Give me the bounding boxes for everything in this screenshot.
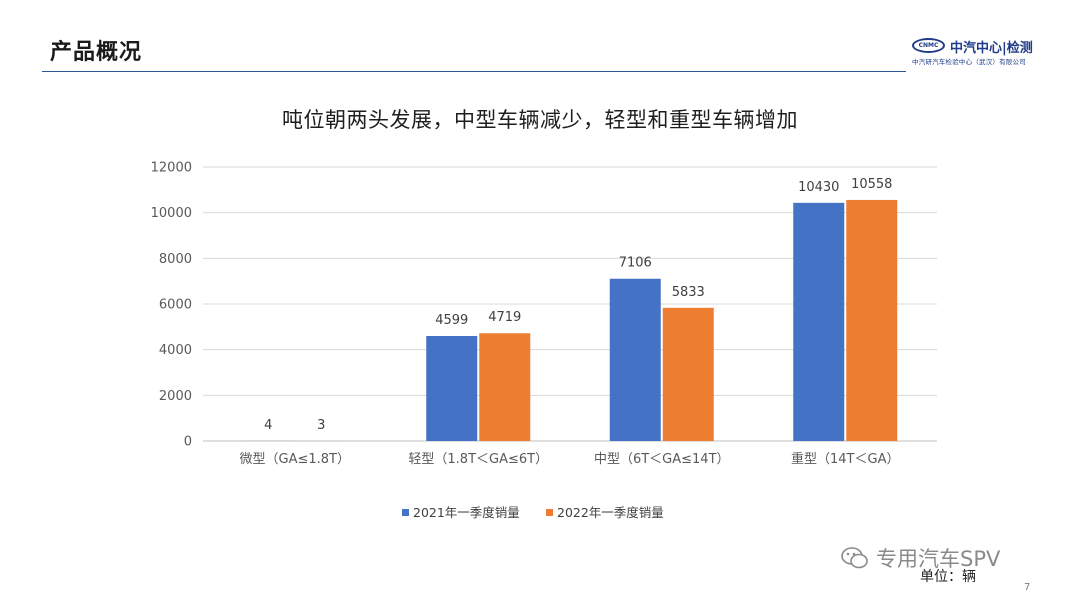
y-tick-label: 6000 [159, 298, 192, 313]
legend-swatch [402, 509, 409, 516]
logo-subtitle: 中汽研汽车检验中心（武汉）有限公司 [912, 58, 1026, 66]
data-label: 10558 [851, 177, 892, 192]
y-tick-label: 4000 [159, 343, 192, 358]
y-tick-label: 8000 [159, 252, 192, 267]
x-tick-label: 微型（GA≤1.8T） [240, 452, 350, 467]
bar [609, 278, 661, 441]
legend-label: 2022年一季度销量 [557, 505, 664, 520]
watermark: 专用汽车SPV [840, 543, 1000, 573]
company-logo: CNMC 中汽中心|检测 中汽研汽车检验中心（武汉）有限公司 [912, 38, 1042, 68]
y-tick-label: 2000 [159, 389, 192, 404]
bar [846, 199, 898, 441]
header-divider [42, 71, 906, 72]
wechat-icon [841, 547, 868, 569]
data-label: 7106 [619, 256, 652, 271]
page-title: 产品概况 [50, 40, 143, 65]
data-label: 4599 [435, 313, 468, 328]
bar [426, 335, 478, 441]
bar [793, 202, 845, 441]
data-label: 5833 [672, 285, 705, 300]
y-tick-label: 12000 [151, 161, 192, 176]
legend-swatch [546, 509, 553, 516]
watermark-text: 专用汽车SPV [876, 547, 1001, 571]
unit-label: 单位：辆 [920, 569, 976, 585]
x-tick-label: 中型（6T＜GA≤14T） [594, 452, 730, 467]
data-label: 3 [317, 418, 325, 433]
data-label: 4 [264, 418, 272, 433]
y-tick-label: 10000 [151, 206, 192, 221]
legend-label: 2021年一季度销量 [413, 505, 520, 520]
logo-name: 中汽中心|检测 [950, 41, 1033, 56]
data-label: 10430 [798, 180, 839, 195]
bar [662, 307, 714, 441]
y-tick-label: 0 [184, 435, 192, 450]
bar [479, 333, 531, 441]
x-tick-label: 轻型（1.8T＜GA≤6T） [408, 452, 548, 467]
logo-mark: CNMC [912, 38, 945, 53]
x-tick-label: 重型（14T＜GA） [791, 451, 899, 467]
chart-title: 吨位朝两头发展，中型车辆减少，轻型和重型车辆增加 [282, 108, 798, 132]
page-number: 7 [1024, 582, 1031, 593]
data-label: 4719 [488, 310, 521, 325]
